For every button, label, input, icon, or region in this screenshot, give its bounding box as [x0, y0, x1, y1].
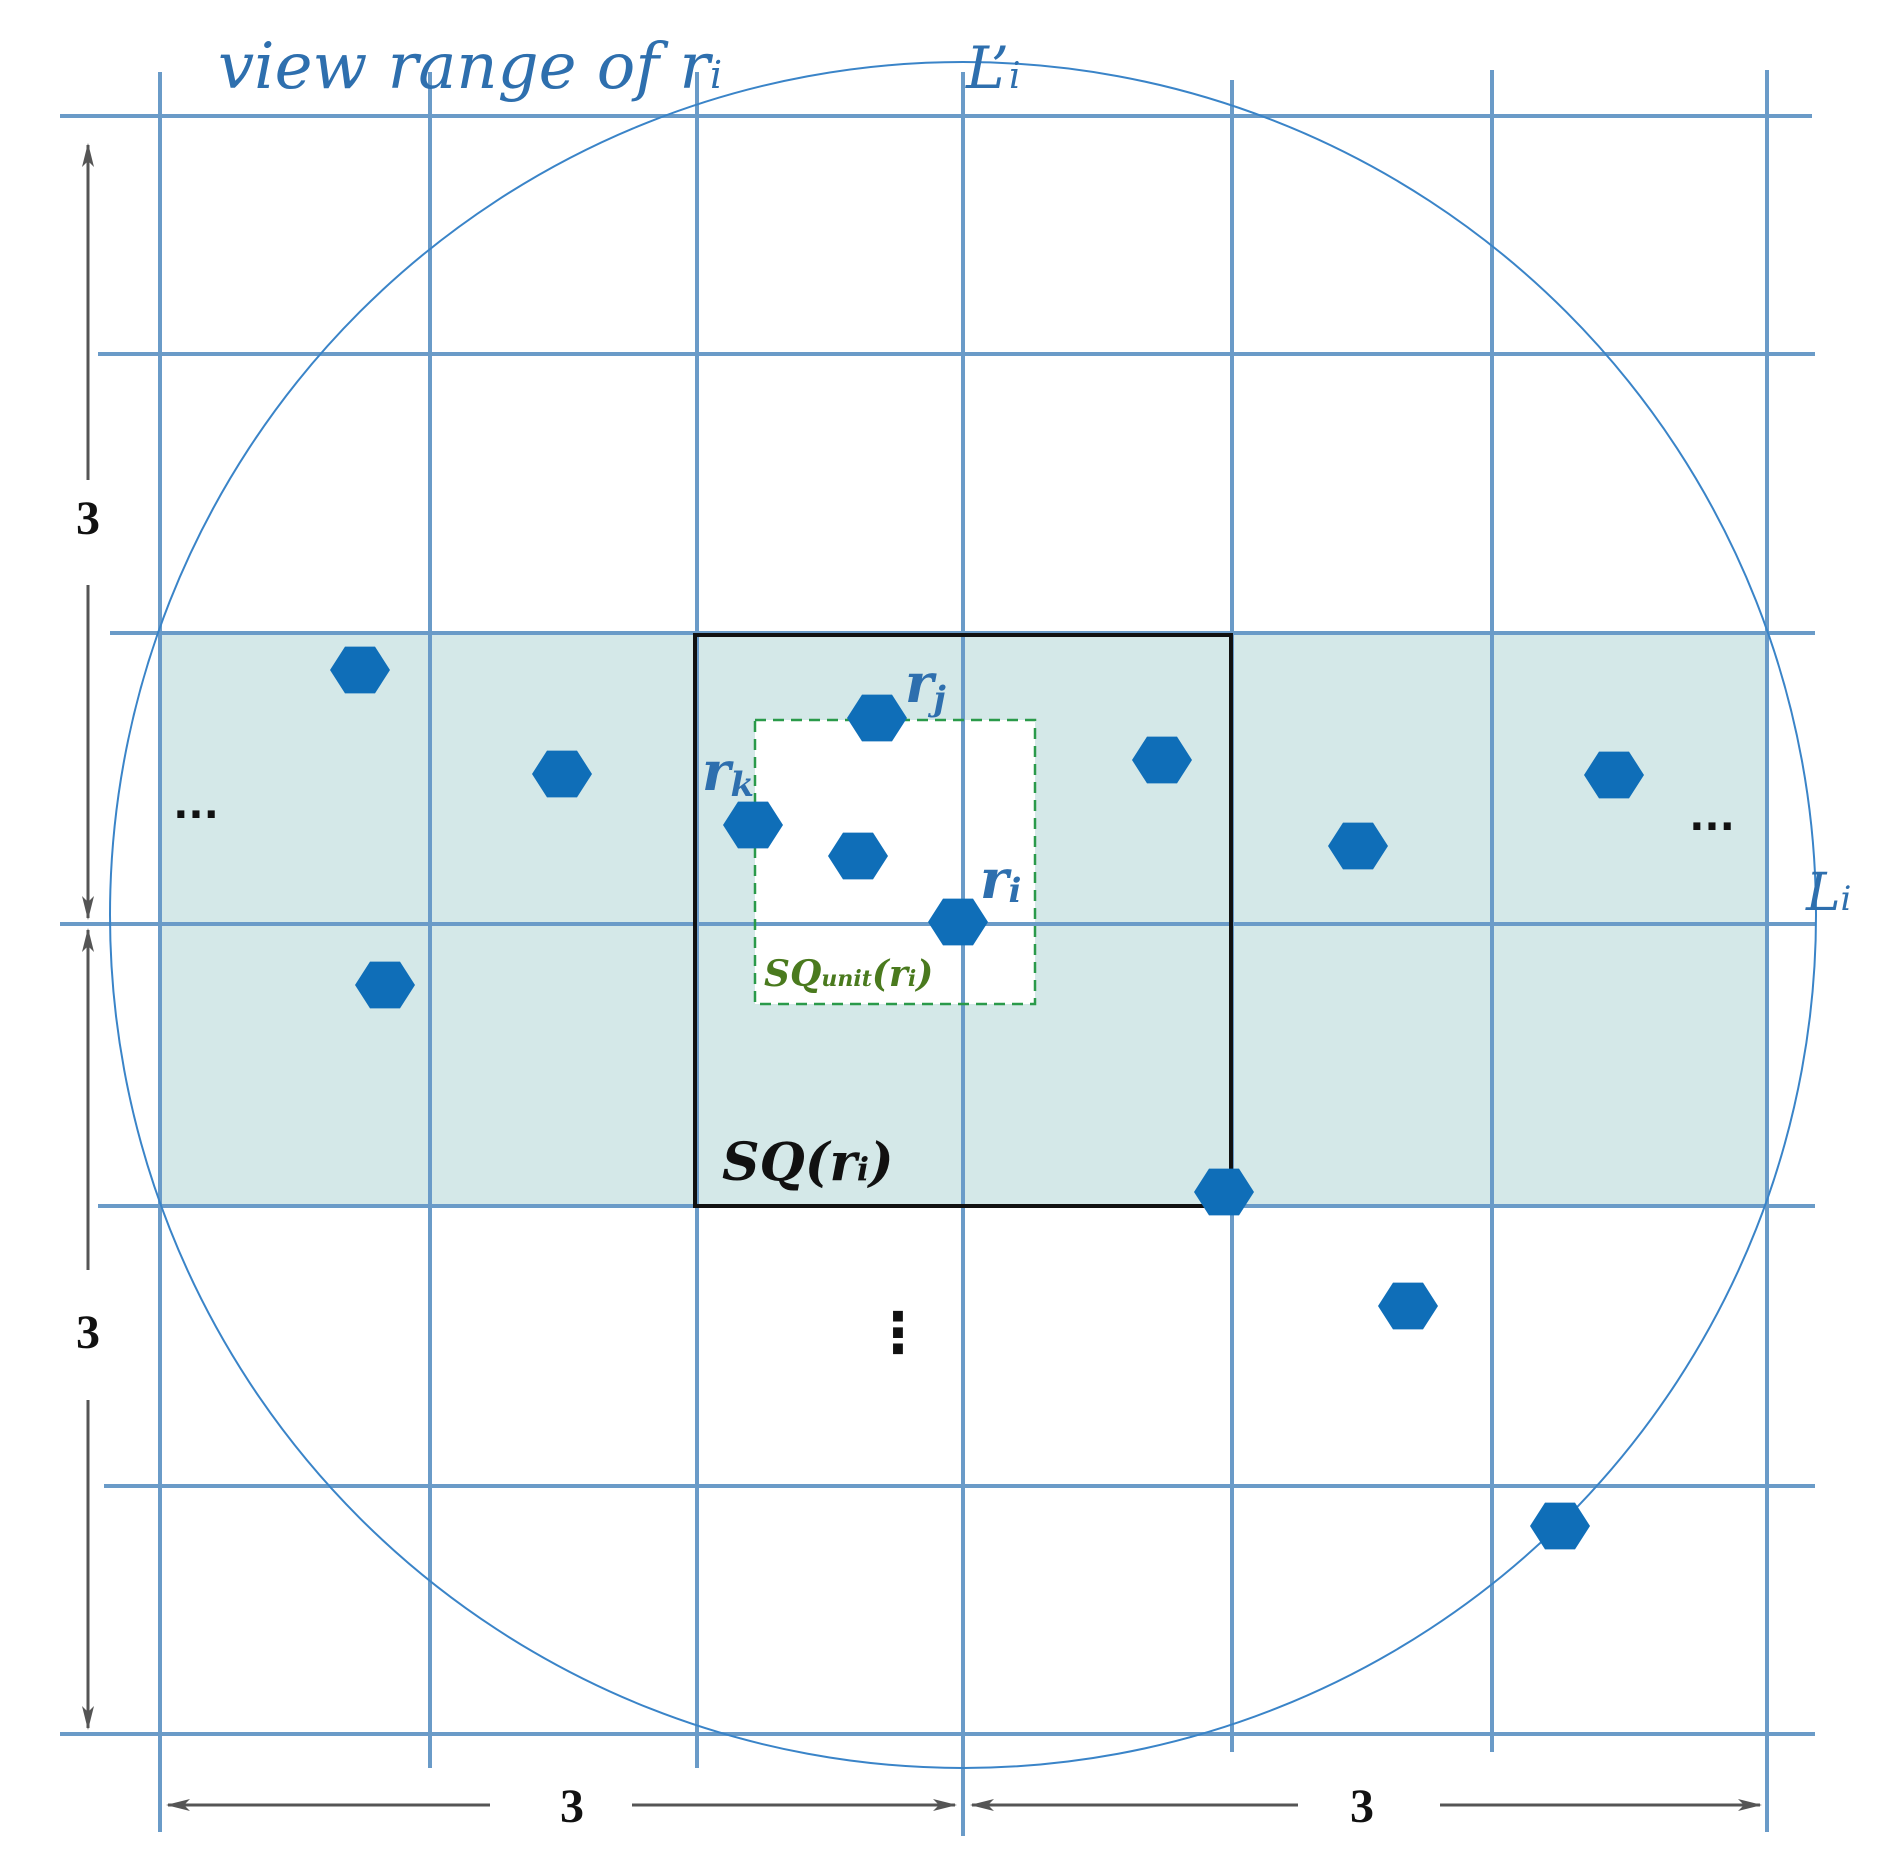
robot-rk-hexagon [723, 801, 783, 849]
ellipsis-left: ... [173, 782, 219, 828]
robot-1-hexagon [330, 646, 390, 694]
sq-square [693, 633, 1233, 1208]
dim-label-bottom-left: 3 [560, 1780, 584, 1833]
ri-label: ri [980, 847, 1021, 911]
robot-8-hexagon [1584, 751, 1644, 799]
dim-label-bottom-right: 3 [1350, 1780, 1374, 1833]
robot-ri-hexagon [928, 898, 988, 946]
unit-square-fill [755, 720, 1035, 1004]
ellipsis-right: ... [1689, 794, 1735, 840]
l-prime-label: L’i [965, 34, 1021, 102]
dim-label-left-bottom: 3 [76, 1306, 100, 1359]
sq-unit-square [753, 718, 1037, 1006]
view-range-circle [109, 61, 1817, 1769]
l-label: Li [1805, 863, 1851, 923]
sq-label: SQ(ri) [722, 1132, 894, 1193]
dimension-arrows [82, 143, 1762, 1811]
rj-label: rj [905, 651, 946, 719]
robot-10-hexagon [1378, 1282, 1438, 1330]
robot-6-hexagon [1132, 736, 1192, 784]
robot-3-hexagon [355, 961, 415, 1009]
rk-label: rk [702, 739, 754, 805]
sq-unit-label: SQunit(ri) [764, 953, 933, 995]
robot-5-hexagon [828, 832, 888, 880]
robot-rj-hexagon [847, 694, 907, 742]
robot-9-hexagon [1194, 1168, 1254, 1216]
robots [330, 646, 1644, 1550]
ellipsis-vertical: ⋮ [870, 1301, 926, 1366]
robot-2-hexagon [532, 750, 592, 798]
robot-7-hexagon [1328, 822, 1388, 870]
dim-label-left-top: 3 [76, 492, 100, 545]
view-range-label: view range of ri [218, 30, 722, 104]
robot-11-hexagon [1530, 1502, 1590, 1550]
